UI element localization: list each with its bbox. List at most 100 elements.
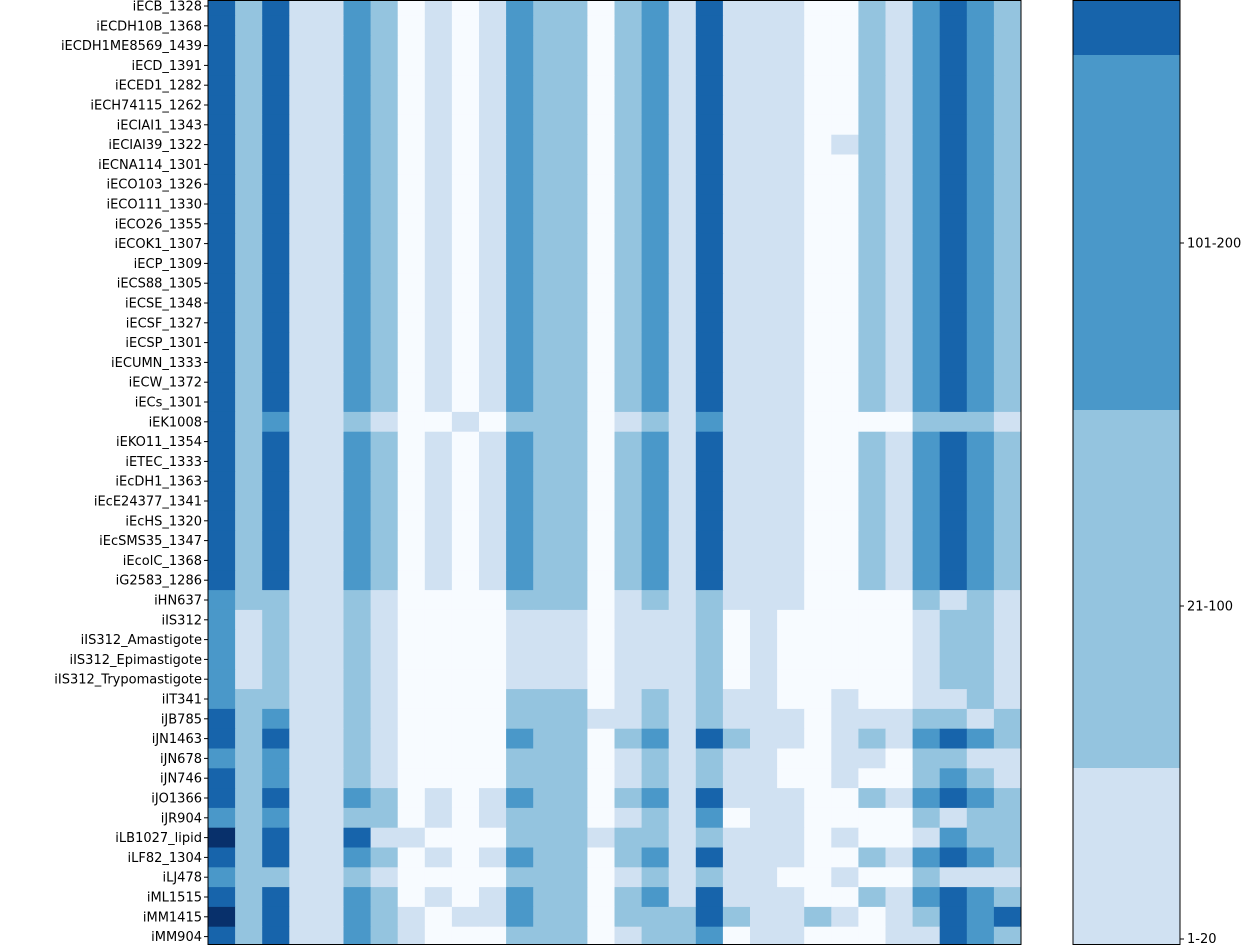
row-label: iIT341: [162, 693, 202, 708]
heatmap-cell: [235, 431, 263, 452]
heatmap-cell: [912, 708, 941, 730]
heatmap-cell: [506, 431, 534, 452]
heatmap-cell: [858, 768, 886, 789]
heatmap-cell: [451, 194, 480, 215]
heatmap-cell: [479, 431, 507, 452]
heatmap-cell: [289, 233, 317, 254]
heatmap-cell: [804, 847, 832, 868]
heatmap-cell: [451, 906, 480, 928]
heatmap-cell: [370, 867, 399, 888]
heatmap-cell: [262, 451, 290, 472]
heatmap-cell: [506, 0, 534, 17]
heatmap-cell: [289, 530, 317, 551]
heatmap-cell: [316, 728, 344, 749]
heatmap-cell: [695, 590, 724, 611]
heatmap-cell: [262, 233, 290, 254]
heatmap-cell: [316, 629, 344, 650]
heatmap-cell: [479, 35, 507, 56]
heatmap-cell: [370, 411, 399, 433]
heatmap-cell: [966, 926, 995, 945]
heatmap-cell: [804, 194, 832, 215]
heatmap-cell: [533, 649, 561, 670]
heatmap-cell: [451, 629, 480, 650]
heatmap-cell: [533, 451, 561, 472]
heatmap-cell: [912, 352, 941, 373]
heatmap-cell: [560, 887, 588, 908]
heatmap-cell: [289, 728, 317, 749]
heatmap-cell: [966, 114, 995, 136]
heatmap-cell: [235, 213, 263, 235]
heatmap-cell: [587, 887, 615, 908]
heatmap-cell: [858, 293, 886, 314]
heatmap-cell: [289, 510, 317, 532]
heatmap-cell: [343, 233, 372, 254]
heatmap-cell: [912, 134, 941, 155]
heatmap-cell: [831, 649, 859, 670]
heatmap-cell: [479, 0, 507, 17]
heatmap-cell: [993, 649, 1022, 670]
heatmap-cell: [614, 748, 643, 769]
heatmap-cell: [560, 411, 588, 433]
heatmap-cell: [912, 629, 941, 650]
heatmap-cell: [804, 788, 832, 809]
heatmap-cell: [262, 926, 290, 945]
heatmap-cell: [289, 95, 317, 116]
heatmap-cell: [695, 154, 724, 175]
heatmap-cell: [533, 372, 561, 393]
heatmap-cell: [668, 689, 697, 710]
heatmap-cell: [289, 75, 317, 96]
row-label: iIS312: [161, 613, 202, 628]
heatmap-cell: [722, 273, 751, 294]
heatmap-cell: [208, 15, 236, 37]
heatmap-cell: [966, 471, 995, 492]
heatmap-cell: [235, 471, 263, 492]
heatmap-cell: [424, 293, 453, 314]
heatmap-cell: [831, 748, 859, 769]
heatmap-cell: [235, 570, 263, 591]
heatmap-cell: [208, 788, 236, 809]
heatmap-cell: [506, 708, 534, 730]
heatmap-cell: [208, 609, 236, 631]
row-label: iEK1008: [149, 415, 202, 430]
heatmap-cell: [939, 114, 968, 136]
heatmap-cell: [885, 570, 914, 591]
heatmap-cell: [668, 75, 697, 96]
heatmap-cell: [397, 213, 426, 235]
heatmap-cell: [587, 728, 615, 749]
heatmap-cell: [777, 194, 805, 215]
heatmap-cell: [506, 233, 534, 254]
heatmap-cell: [695, 926, 724, 945]
heatmap-cell: [208, 154, 236, 175]
heatmap-cell: [370, 332, 399, 353]
heatmap-cell: [750, 0, 778, 17]
row-label: iECSF_1327: [126, 316, 202, 331]
heatmap-cell: [587, 669, 615, 690]
heatmap-cell: [939, 609, 968, 631]
heatmap-cell: [235, 273, 263, 294]
heatmap-cell: [262, 649, 290, 670]
heatmap-cell: [397, 768, 426, 789]
heatmap-cell: [424, 35, 453, 56]
heatmap-cell: [641, 372, 670, 393]
heatmap-cell: [235, 491, 263, 512]
heatmap-cell: [316, 471, 344, 492]
heatmap-cell: [506, 352, 534, 373]
heatmap-cell: [912, 609, 941, 631]
heatmap-cell: [912, 590, 941, 611]
heatmap-cell: [939, 332, 968, 353]
row-label: iECUMN_1333: [111, 356, 202, 371]
heatmap-cell: [451, 609, 480, 631]
heatmap-cell: [343, 530, 372, 551]
heatmap-cell: [316, 411, 344, 433]
heatmap-cell: [262, 847, 290, 868]
heatmap-cell: [479, 411, 507, 433]
heatmap-cell: [885, 372, 914, 393]
heatmap-cell: [587, 788, 615, 809]
heatmap-cell: [831, 332, 859, 353]
heatmap-cell: [289, 451, 317, 472]
heatmap-cell: [695, 55, 724, 76]
heatmap-cell: [289, 867, 317, 888]
heatmap-cell: [587, 15, 615, 37]
heatmap-cell: [722, 194, 751, 215]
heatmap-cell: [804, 411, 832, 433]
